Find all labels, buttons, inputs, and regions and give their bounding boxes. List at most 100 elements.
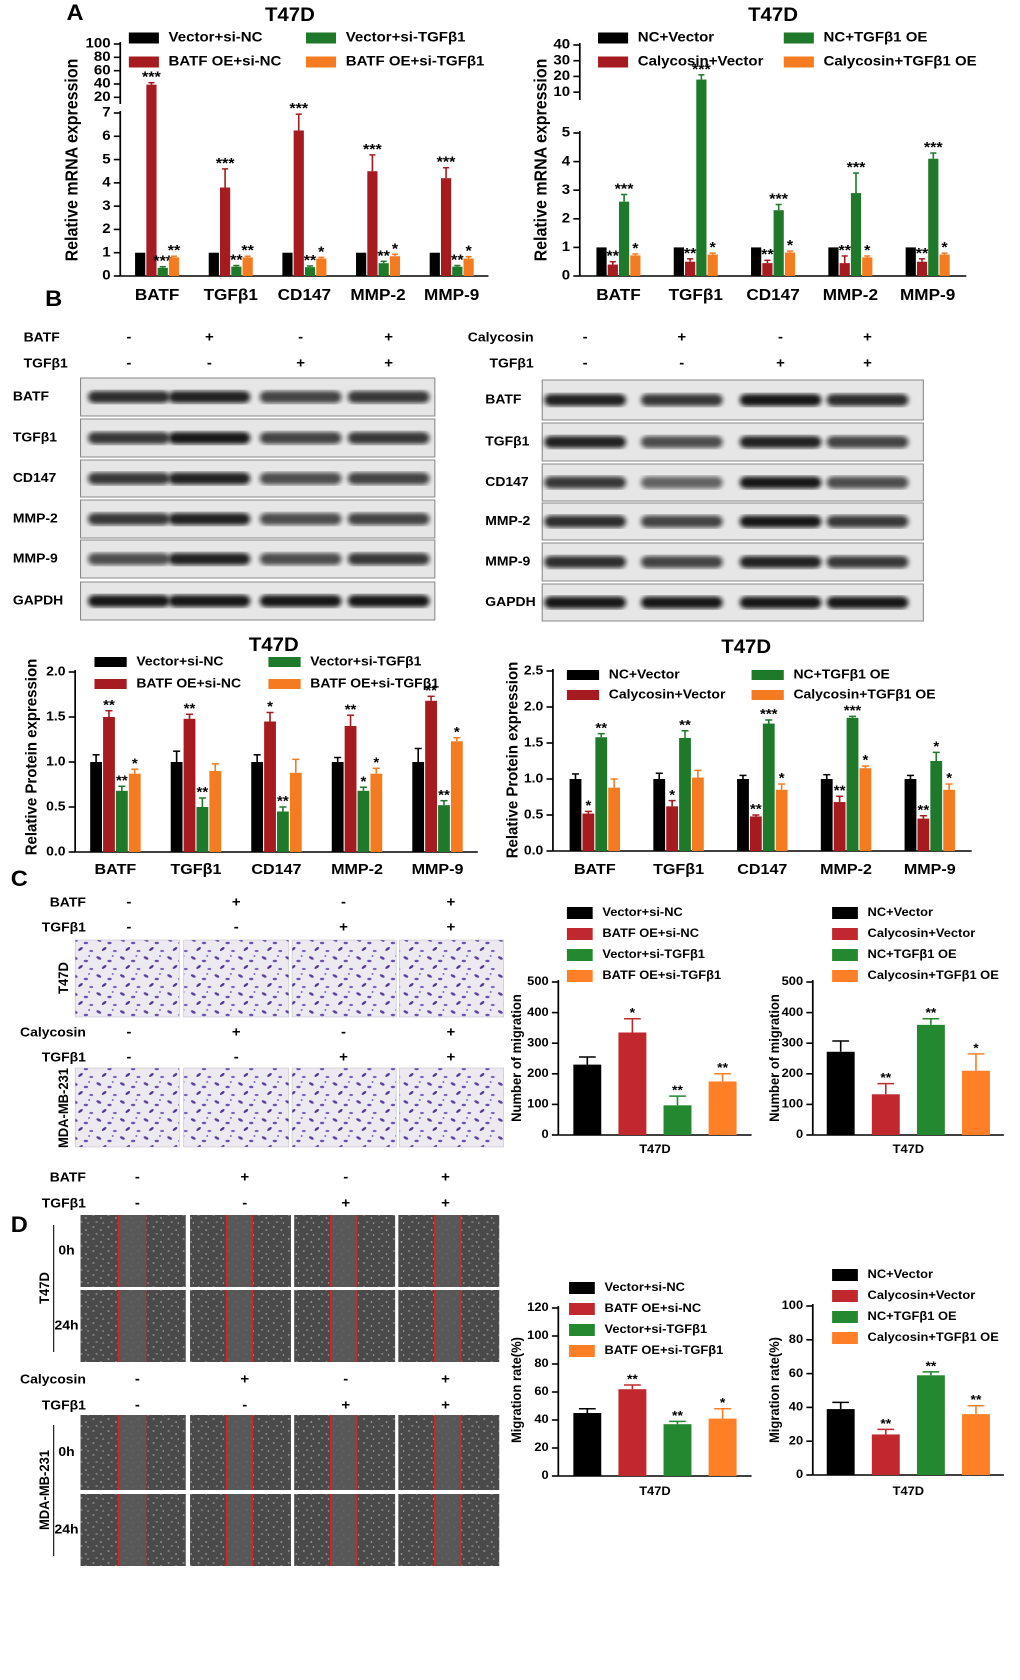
wound-gap (118, 1215, 146, 1287)
legend-label: NC+Vector (609, 667, 681, 681)
wound-gap (226, 1494, 253, 1566)
significance-label: ** (197, 785, 209, 800)
significance-label: ** (168, 243, 182, 259)
bar (219, 187, 231, 276)
significance-label: *** (615, 181, 635, 197)
legend-swatch (569, 1303, 595, 1315)
bar (569, 779, 582, 851)
blot-band (168, 472, 251, 485)
x-tick-label: BATF (95, 861, 137, 877)
wound-gap (118, 1290, 146, 1362)
significance-label: * (318, 244, 325, 260)
significance-label: * (632, 240, 639, 256)
wound-gap (434, 1215, 461, 1287)
legend-swatch (598, 56, 629, 68)
y-tick-label: 5 (102, 152, 110, 167)
condition-value: - (242, 1398, 247, 1413)
x-tick-label: CD147 (251, 861, 301, 877)
bar (833, 802, 846, 851)
y-tick-label: 40 (94, 76, 111, 91)
panel-label: D (11, 1212, 28, 1237)
blot-band (88, 595, 170, 607)
bar (370, 773, 383, 852)
blot-band (640, 596, 723, 609)
chart-title: T47D (748, 5, 798, 26)
condition-value: + (441, 1196, 450, 1211)
significance-label: * (454, 725, 460, 740)
y-tick-label: 0.0 (46, 844, 65, 858)
y-tick-label: 500 (527, 975, 549, 988)
condition-value: + (441, 1372, 450, 1387)
y-tick-label: 1.5 (524, 735, 544, 749)
condition-value: - (679, 356, 684, 371)
band-label: BATF (485, 392, 521, 406)
bar (962, 1070, 990, 1135)
legend-swatch (783, 56, 814, 68)
y-tick-label: 0 (541, 1469, 548, 1482)
legend-swatch (598, 32, 629, 44)
y-tick-label: 0.5 (524, 807, 544, 821)
y-tick-label: 2.0 (524, 699, 543, 713)
blot-band (826, 515, 909, 528)
bar (440, 178, 452, 276)
row-label: T47D (36, 1272, 52, 1304)
significance-label: * (392, 241, 399, 257)
legend-label: Vector+si-NC (604, 1281, 684, 1294)
blot-band (739, 596, 822, 609)
y-tick-label: 100 (782, 1299, 804, 1312)
condition-value: + (863, 330, 872, 345)
bar (618, 1032, 647, 1135)
x-tick-label: MMP-9 (424, 286, 479, 304)
y-tick-label: 100 (527, 1097, 549, 1110)
bar (673, 247, 684, 276)
condition-value: - (126, 895, 131, 910)
bar (928, 158, 939, 276)
legend-swatch (569, 1282, 595, 1294)
significance-label: ** (971, 1393, 983, 1407)
time-label: 0h (58, 1243, 74, 1257)
significance-label: ** (377, 248, 391, 264)
significance-label: * (669, 788, 675, 803)
bar (608, 787, 621, 851)
condition-value: - (135, 1398, 140, 1413)
significance-label: * (373, 755, 379, 770)
legend-swatch (566, 690, 600, 700)
x-tick-label: CD147 (737, 861, 787, 877)
significance-label: *** (216, 155, 236, 171)
y-tick-label: 1.0 (46, 754, 65, 768)
condition-value: - (341, 895, 346, 910)
blot-band (347, 553, 430, 565)
significance-label: ** (684, 245, 698, 261)
condition-value: - (242, 1196, 247, 1211)
wound-gap (118, 1415, 146, 1490)
y-tick-label: 2.0 (46, 664, 65, 678)
transwell-image (291, 1067, 397, 1148)
significance-label: * (710, 240, 717, 256)
bar (762, 263, 773, 276)
significance-label: ** (241, 243, 255, 259)
bar (707, 254, 718, 276)
wound-gap (330, 1215, 357, 1287)
condition-value: + (677, 330, 686, 345)
bar (242, 257, 253, 276)
transwell-image (74, 1067, 180, 1148)
bar (128, 773, 141, 852)
bar (916, 1024, 945, 1135)
significance-label: ** (438, 788, 450, 803)
bar (708, 1418, 737, 1476)
band-label: MMP-2 (13, 511, 58, 525)
significance-label: *** (844, 703, 862, 718)
condition-value: + (447, 1025, 456, 1040)
bar (146, 84, 157, 277)
x-tick-label: MMP-2 (350, 286, 405, 304)
legend-swatch (783, 32, 814, 44)
significance-label: ** (304, 252, 318, 268)
bar (293, 130, 304, 276)
blot-band (544, 394, 626, 406)
x-tick-label: BATF (574, 861, 616, 877)
bar (691, 777, 704, 851)
significance-label: * (862, 753, 868, 768)
y-tick-label: 2.5 (524, 663, 544, 677)
condition-label: Calycosin (20, 1372, 86, 1386)
legend-label: Calycosin+Vector (868, 927, 976, 940)
